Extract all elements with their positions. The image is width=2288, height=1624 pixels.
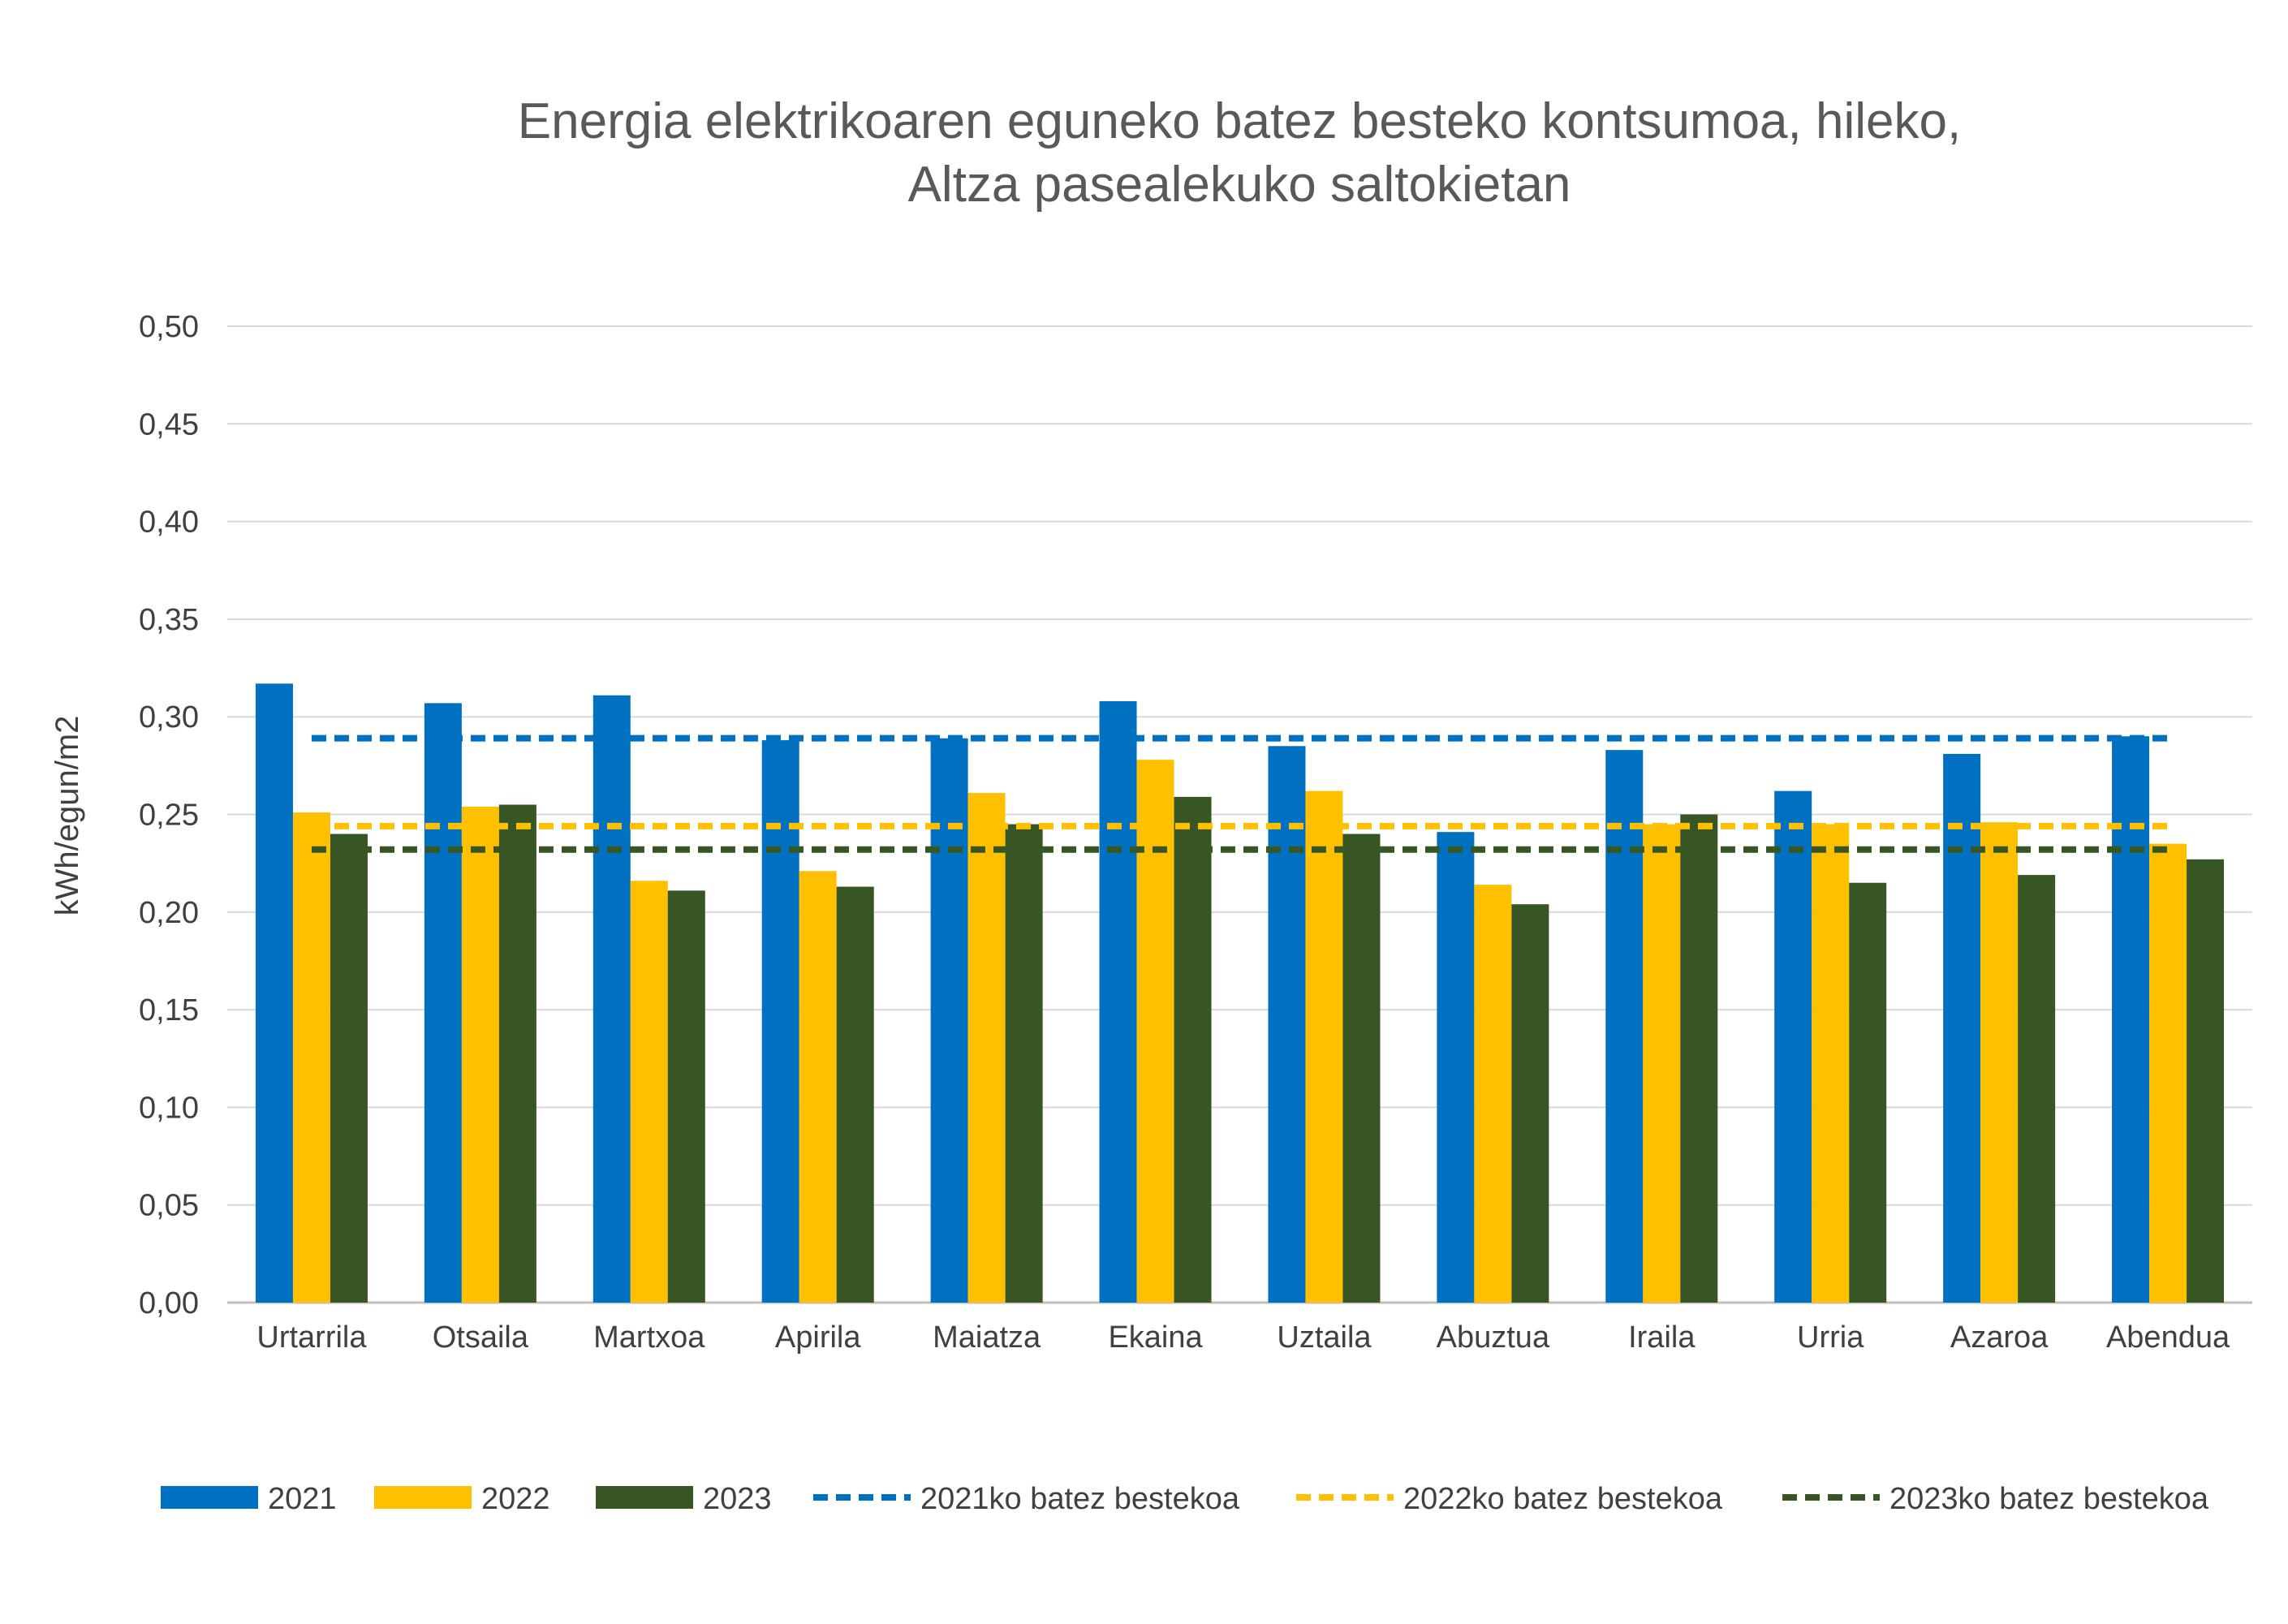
bar-2022 bbox=[292, 812, 330, 1303]
bar-2021 bbox=[1099, 700, 1137, 1303]
x-tick-label: Iraila bbox=[1628, 1320, 1696, 1355]
bar-2021 bbox=[1774, 790, 1812, 1303]
bar-2021 bbox=[761, 740, 799, 1303]
y-tick-label: 0,25 bbox=[139, 799, 199, 833]
legend-swatch-2023 bbox=[596, 1486, 693, 1509]
y-tick-label: 0,10 bbox=[139, 1091, 199, 1125]
bar-2023 bbox=[498, 804, 536, 1303]
bar-2022 bbox=[1980, 822, 2019, 1303]
bar-2022 bbox=[1136, 760, 1174, 1303]
bar-2023 bbox=[330, 834, 368, 1303]
x-tick-label: Abendua bbox=[2106, 1320, 2230, 1355]
bar-2021 bbox=[592, 695, 631, 1303]
bar-2021 bbox=[1268, 746, 1306, 1303]
x-tick-label: Azaroa bbox=[1950, 1320, 2049, 1355]
x-tick-label: Uztaila bbox=[1277, 1320, 1372, 1355]
legend-swatch-2021 bbox=[161, 1486, 258, 1509]
x-tick-label: Urria bbox=[1797, 1320, 1864, 1355]
bar-2023 bbox=[667, 890, 705, 1303]
bar-2023 bbox=[1849, 882, 1887, 1303]
bar-2021 bbox=[930, 738, 968, 1303]
bar-2023 bbox=[1342, 834, 1381, 1303]
bars bbox=[255, 683, 2225, 1303]
x-tick-label: Apirila bbox=[775, 1320, 861, 1355]
bar-2023 bbox=[2187, 859, 2225, 1303]
legend: 2021 2022 2023 2021ko batez bestekoa 2022ko … bbox=[161, 1482, 2209, 1516]
bar-2023 bbox=[1680, 814, 1718, 1303]
legend-label: 2023ko batez bestekoa bbox=[1889, 1482, 2209, 1516]
bar-2021 bbox=[255, 683, 293, 1303]
x-tick-label: Maiatza bbox=[933, 1320, 1041, 1355]
x-tick-label: Ekaina bbox=[1108, 1320, 1203, 1355]
x-tick-labels: Urtarrila Otsaila Martxoa Apirila Maiatza Eka… bbox=[256, 1320, 2230, 1355]
y-tick-labels: 0,00 0,05 0,10 0,15 0,20 0,25 0,30 0,35 0,40 0,45… bbox=[139, 310, 199, 1320]
chart-title-line-2: Altza pasealekuko saltokietan bbox=[908, 157, 1571, 213]
bar-2022 bbox=[630, 881, 668, 1303]
legend-label: 2022 bbox=[481, 1482, 550, 1516]
y-axis-label: kWh/egun/m2 bbox=[50, 716, 85, 916]
bar-2023 bbox=[1005, 824, 1043, 1303]
bar-2023 bbox=[1511, 904, 1549, 1303]
y-tick-label: 0,15 bbox=[139, 993, 199, 1027]
bar-2023 bbox=[836, 886, 874, 1303]
y-tick-label: 0,50 bbox=[139, 310, 199, 344]
bar-2021 bbox=[424, 703, 462, 1303]
gridlines bbox=[227, 325, 2252, 1304]
legend-label: 2021ko batez bestekoa bbox=[920, 1482, 1240, 1516]
y-tick-label: 0,30 bbox=[139, 700, 199, 734]
x-tick-label: Martxoa bbox=[593, 1320, 705, 1355]
legend-label: 2021 bbox=[268, 1482, 337, 1516]
legend-label: 2022ko batez bestekoa bbox=[1403, 1482, 1723, 1516]
bar-2022 bbox=[799, 871, 837, 1303]
y-tick-label: 0,00 bbox=[139, 1286, 199, 1320]
bar-2021 bbox=[1437, 832, 1475, 1303]
bar-2022 bbox=[1474, 885, 1512, 1303]
bar-2023 bbox=[1174, 796, 1212, 1303]
chart-title-line-1: Energia elektrikoaren eguneko batez best… bbox=[518, 93, 1961, 149]
y-tick-label: 0,40 bbox=[139, 506, 199, 540]
x-tick-label: Otsaila bbox=[433, 1320, 529, 1355]
bar-2021 bbox=[2112, 736, 2150, 1303]
average-lines bbox=[311, 734, 2169, 853]
legend-swatch-2022 bbox=[374, 1486, 472, 1509]
y-tick-label: 0,05 bbox=[139, 1189, 199, 1223]
bar-2021 bbox=[1943, 753, 1981, 1303]
bar-2022 bbox=[967, 793, 1006, 1303]
y-tick-label: 0,20 bbox=[139, 896, 199, 930]
bar-2021 bbox=[1605, 750, 1644, 1303]
legend-label: 2023 bbox=[703, 1482, 772, 1516]
bar-2022 bbox=[2149, 843, 2187, 1303]
bar-2022 bbox=[1643, 824, 1681, 1303]
y-tick-label: 0,35 bbox=[139, 603, 199, 637]
bar-2022 bbox=[461, 806, 499, 1303]
bar-2023 bbox=[2018, 875, 2056, 1303]
x-tick-label: Urtarrila bbox=[256, 1320, 367, 1355]
y-tick-label: 0,45 bbox=[139, 407, 199, 442]
x-tick-label: Abuztua bbox=[1437, 1320, 1550, 1355]
bar-2022 bbox=[1812, 824, 1850, 1303]
bar-2022 bbox=[1305, 790, 1343, 1303]
